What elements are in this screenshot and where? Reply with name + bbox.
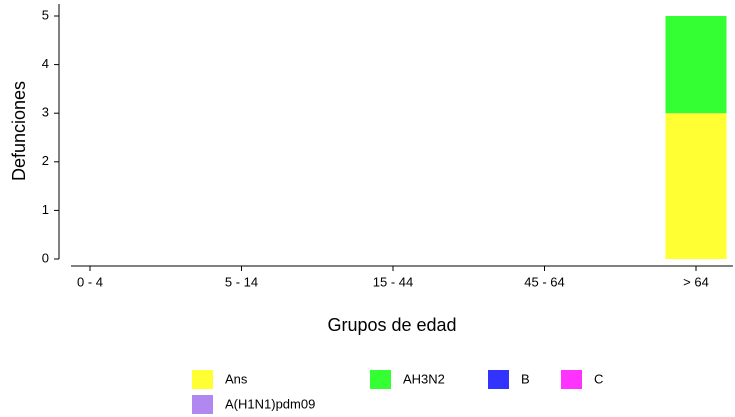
legend-label: Ans xyxy=(225,371,248,386)
legend-swatch xyxy=(192,395,213,414)
y-tick-label: 0 xyxy=(42,250,49,265)
x-tick-label: 45 - 64 xyxy=(524,274,564,289)
x-tick-label: 5 - 14 xyxy=(225,274,258,289)
legend-label: C xyxy=(594,371,603,386)
y-tick-label: 3 xyxy=(42,105,49,120)
legend-swatch xyxy=(488,370,509,389)
legend-label: B xyxy=(521,371,530,386)
y-tick-label: 2 xyxy=(42,153,49,168)
x-axis-title: Grupos de edad xyxy=(327,315,456,335)
bar-segment xyxy=(665,16,727,114)
x-tick-label: > 64 xyxy=(683,274,709,289)
legend-label: A(H1N1)pdm09 xyxy=(225,396,315,411)
y-tick-label: 1 xyxy=(42,202,49,217)
x-tick-label: 0 - 4 xyxy=(77,274,103,289)
y-tick-label: 4 xyxy=(42,56,49,71)
y-tick-label: 5 xyxy=(42,7,49,22)
y-axis-title: Defunciones xyxy=(9,81,29,181)
legend-swatch xyxy=(192,370,213,389)
legend-label: AH3N2 xyxy=(403,371,445,386)
legend-swatch xyxy=(561,370,582,389)
bar-segment xyxy=(665,113,727,259)
legend-swatch xyxy=(370,370,391,389)
x-tick-label: 15 - 44 xyxy=(373,274,413,289)
